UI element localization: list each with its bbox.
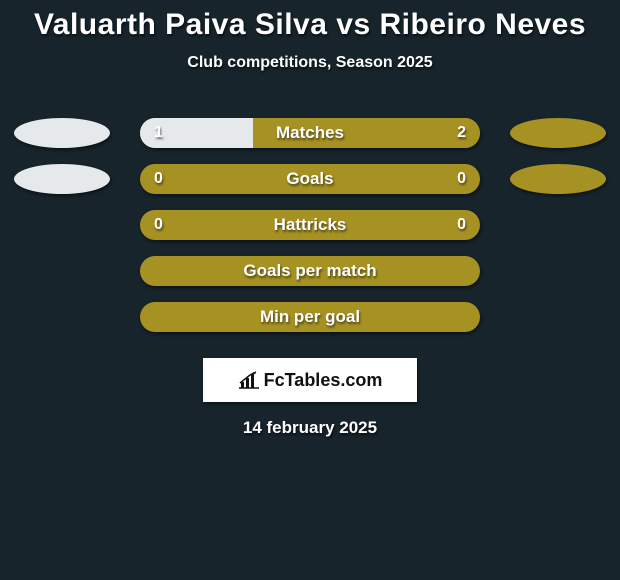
stat-value-right: 0 <box>443 164 480 194</box>
stat-value-left: 0 <box>140 164 177 194</box>
brand-text: FcTables.com <box>264 370 383 391</box>
stat-value-left: 0 <box>140 210 177 240</box>
stat-row: Min per goal <box>0 294 620 340</box>
date-text: 14 february 2025 <box>0 418 620 438</box>
stat-bar: 12Matches <box>140 118 480 148</box>
stat-bar: 0 0Goals <box>140 164 480 194</box>
comparison-rows: 12Matches00Goals00HattricksGoals per mat… <box>0 110 620 340</box>
bar-chart-icon <box>238 371 260 389</box>
stat-label: Min per goal <box>140 302 480 332</box>
stat-bar: Min per goal <box>140 302 480 332</box>
player2-pill <box>510 118 606 148</box>
subtitle: Club competitions, Season 2025 <box>0 54 620 72</box>
stat-label: Hattricks <box>140 210 480 240</box>
stat-label: Goals <box>140 164 480 194</box>
brand-badge: FcTables.com <box>203 358 417 402</box>
stat-label: Goals per match <box>140 256 480 286</box>
player1-pill <box>14 164 110 194</box>
stat-bar: 0 0Hattricks <box>140 210 480 240</box>
stat-row: 0 0Goals <box>0 156 620 202</box>
player1-pill <box>14 118 110 148</box>
stat-row: Goals per match <box>0 248 620 294</box>
stat-row: 0 0Hattricks <box>0 202 620 248</box>
player2-pill <box>510 164 606 194</box>
stat-value-right: 2 <box>443 118 480 148</box>
stat-bar: Goals per match <box>140 256 480 286</box>
page-title: Valuarth Paiva Silva vs Ribeiro Neves <box>0 0 620 42</box>
stat-value-left: 1 <box>140 118 177 148</box>
stat-row: 12Matches <box>0 110 620 156</box>
stat-value-right: 0 <box>443 210 480 240</box>
